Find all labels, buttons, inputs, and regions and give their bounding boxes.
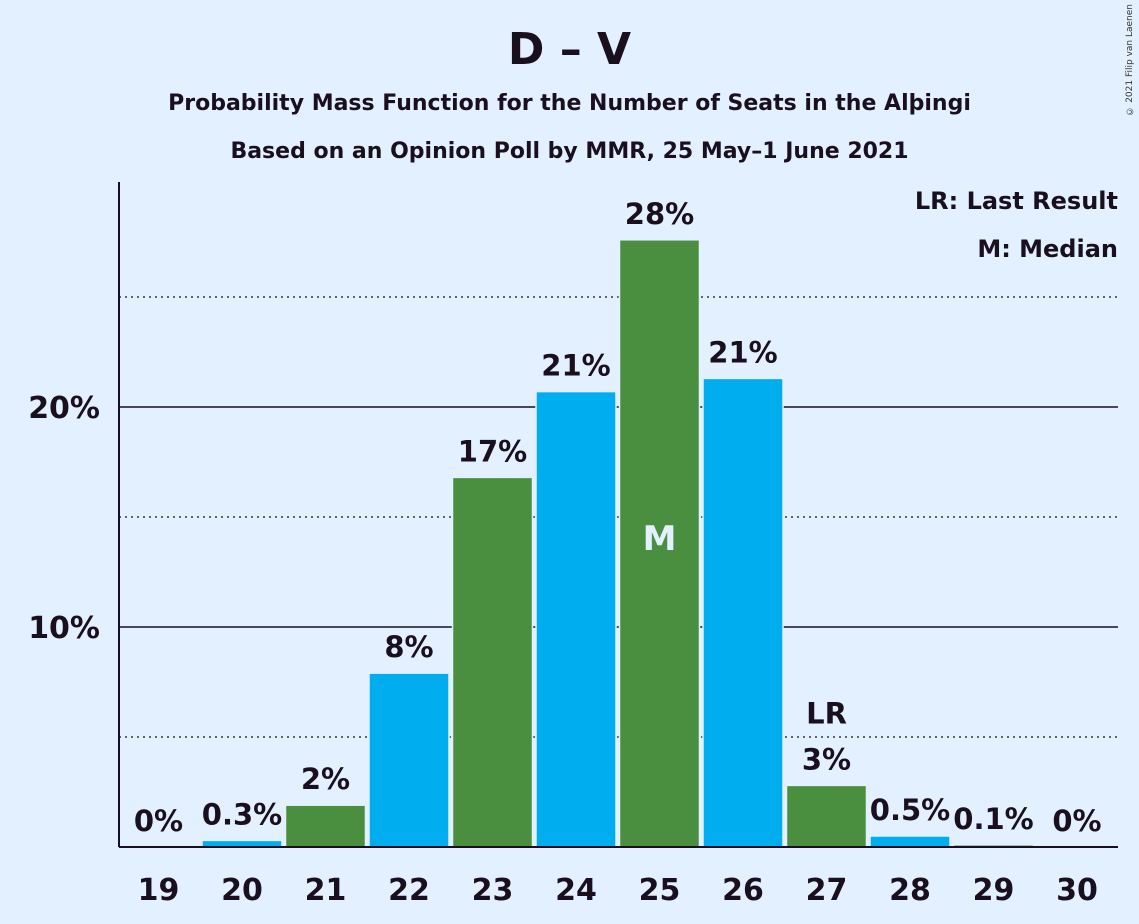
- x-tick-label-27: 27: [806, 873, 848, 908]
- bar-value-label-25: 28%: [625, 197, 694, 231]
- chart-subtitle: Probability Mass Function for the Number…: [168, 91, 971, 116]
- x-tick-label-30: 30: [1056, 873, 1098, 908]
- legend-last-result: LR: Last Result: [915, 187, 1118, 215]
- bar-25: [618, 239, 701, 848]
- bars: [201, 239, 1035, 848]
- chart-source-note: Based on an Opinion Poll by MMR, 25 May–…: [230, 139, 909, 164]
- x-tick-label-25: 25: [639, 873, 681, 908]
- gridlines: [119, 296, 1118, 738]
- bar-22: [368, 672, 450, 848]
- bar-21: [284, 804, 367, 848]
- x-tick-label-24: 24: [555, 873, 597, 908]
- last-result-marker: LR: [806, 696, 847, 730]
- x-tick-label-28: 28: [889, 873, 931, 908]
- bar-value-label-23: 17%: [458, 434, 527, 468]
- x-tick-label-20: 20: [221, 873, 263, 908]
- bar-27: [785, 784, 868, 848]
- bar-23: [451, 476, 534, 848]
- y-tick-label: 10%: [28, 611, 100, 646]
- bar-value-label-20: 0.3%: [202, 797, 282, 831]
- median-marker: M: [643, 519, 677, 559]
- x-tick-label-29: 29: [973, 873, 1015, 908]
- y-tick-label: 20%: [28, 391, 100, 426]
- x-tick-label-23: 23: [472, 873, 514, 908]
- bar-value-labels: 0% 0.3% 2% 8% 17% 21% 28% M 21% 3% LR 0.5% 0.1% 0%: [134, 197, 1102, 838]
- x-tick-label-21: 21: [305, 873, 347, 908]
- bar-value-label-22: 8%: [384, 630, 433, 664]
- bar-value-label-27: 3%: [802, 742, 851, 776]
- x-tick-label-19: 19: [138, 873, 180, 908]
- bar-value-label-30: 0%: [1052, 804, 1101, 838]
- bar-value-label-26: 21%: [708, 335, 777, 369]
- x-tick-label-26: 26: [722, 873, 764, 908]
- legend-median: M: Median: [977, 235, 1118, 263]
- bar-24: [535, 390, 617, 848]
- bar-value-label-21: 2%: [301, 762, 350, 796]
- chart-title: D – V: [507, 24, 632, 75]
- x-tick-label-22: 22: [388, 873, 430, 908]
- axes: 10% 20% 19 20 21 22 23 24 25 26 27 28 29 30: [28, 182, 1118, 908]
- bar-26: [702, 377, 784, 848]
- bar-28: [869, 835, 951, 848]
- bar-value-label-29: 0.1%: [953, 802, 1033, 836]
- bar-value-label-19: 0%: [134, 804, 183, 838]
- bar-value-label-28: 0.5%: [870, 793, 950, 827]
- bar-value-label-24: 21%: [541, 349, 610, 383]
